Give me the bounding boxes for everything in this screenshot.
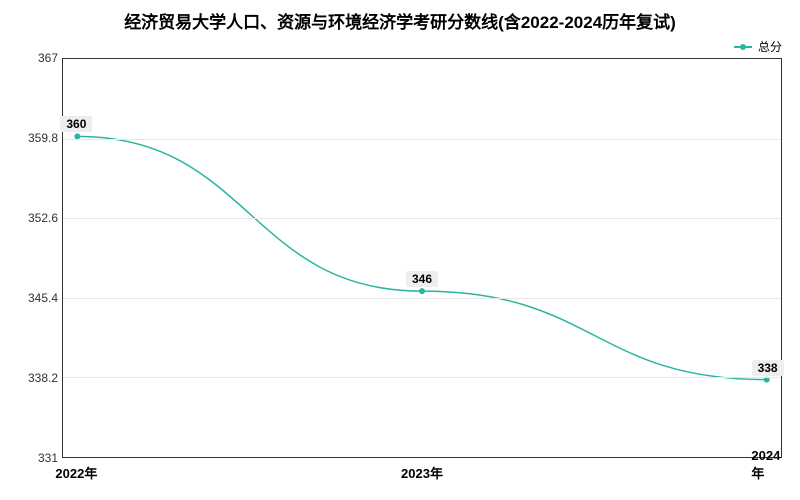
legend-line <box>734 46 752 48</box>
x-tick-label: 2024年 <box>751 448 783 482</box>
legend: 总分 <box>734 38 782 55</box>
data-label: 360 <box>60 116 92 132</box>
data-label: 338 <box>752 360 784 376</box>
gridline <box>63 377 781 378</box>
gridline <box>63 298 781 299</box>
line-path-svg <box>63 59 781 457</box>
y-tick-label: 367 <box>8 51 58 65</box>
y-tick-label: 331 <box>8 451 58 465</box>
chart-container: 经济贸易大学人口、资源与环境经济学考研分数线(含2022-2024历年复试) 总… <box>0 0 800 500</box>
y-tick-label: 345.4 <box>8 291 58 305</box>
x-tick-label: 2022年 <box>55 463 97 482</box>
x-tick-label: 2023年 <box>401 463 443 482</box>
chart-title: 经济贸易大学人口、资源与环境经济学考研分数线(含2022-2024历年复试) <box>124 8 676 33</box>
data-marker <box>419 288 425 294</box>
plot-area <box>62 58 782 458</box>
y-tick-label: 359.8 <box>8 131 58 145</box>
gridline <box>63 218 781 219</box>
line-path <box>77 136 766 379</box>
legend-dot <box>740 44 746 50</box>
gridline <box>63 139 781 140</box>
legend-label: 总分 <box>758 38 782 55</box>
y-tick-label: 352.6 <box>8 211 58 225</box>
y-tick-label: 338.2 <box>8 371 58 385</box>
data-label: 346 <box>406 271 438 287</box>
